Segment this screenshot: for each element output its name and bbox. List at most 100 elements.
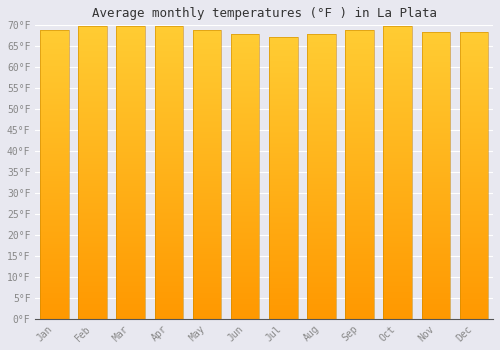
Bar — [269, 248, 298, 250]
Bar — [345, 141, 374, 142]
Bar — [154, 58, 183, 60]
Bar — [154, 26, 183, 318]
Bar — [345, 64, 374, 66]
Bar — [116, 175, 145, 177]
Bar — [192, 128, 222, 130]
Bar — [192, 72, 222, 73]
Bar — [460, 221, 488, 223]
Bar — [460, 293, 488, 294]
Bar — [154, 69, 183, 70]
Bar — [154, 140, 183, 142]
Bar — [192, 159, 222, 160]
Bar — [269, 77, 298, 78]
Bar — [231, 161, 260, 162]
Bar — [192, 255, 222, 257]
Bar — [422, 131, 450, 132]
Bar — [40, 75, 68, 76]
Bar — [307, 265, 336, 266]
Bar — [345, 252, 374, 254]
Bar — [116, 197, 145, 199]
Bar — [460, 146, 488, 148]
Bar — [345, 117, 374, 118]
Bar — [78, 168, 107, 169]
Bar — [40, 69, 68, 70]
Bar — [116, 222, 145, 224]
Bar — [384, 136, 412, 137]
Bar — [307, 93, 336, 94]
Bar — [307, 289, 336, 290]
Bar — [40, 117, 68, 118]
Bar — [307, 103, 336, 104]
Bar — [154, 218, 183, 219]
Bar — [345, 178, 374, 180]
Bar — [116, 145, 145, 146]
Bar — [384, 197, 412, 199]
Bar — [40, 275, 68, 277]
Bar — [422, 96, 450, 98]
Bar — [345, 310, 374, 312]
Bar — [307, 191, 336, 192]
Bar — [116, 101, 145, 102]
Bar — [345, 280, 374, 281]
Bar — [384, 39, 412, 41]
Bar — [154, 137, 183, 139]
Bar — [460, 168, 488, 169]
Bar — [231, 283, 260, 285]
Bar — [40, 62, 68, 63]
Bar — [460, 79, 488, 81]
Bar — [345, 173, 374, 174]
Bar — [345, 246, 374, 248]
Bar — [116, 167, 145, 168]
Bar — [269, 288, 298, 289]
Bar — [78, 101, 107, 102]
Bar — [78, 169, 107, 171]
Bar — [154, 122, 183, 124]
Bar — [269, 171, 298, 173]
Bar — [192, 226, 222, 228]
Bar — [231, 279, 260, 280]
Bar — [116, 281, 145, 282]
Bar — [154, 64, 183, 65]
Bar — [154, 57, 183, 58]
Bar — [269, 198, 298, 199]
Bar — [460, 158, 488, 159]
Bar — [78, 34, 107, 35]
Bar — [269, 303, 298, 304]
Bar — [154, 70, 183, 71]
Bar — [345, 127, 374, 128]
Bar — [307, 40, 336, 42]
Bar — [307, 181, 336, 182]
Bar — [422, 122, 450, 124]
Bar — [460, 267, 488, 268]
Bar — [116, 122, 145, 124]
Bar — [154, 313, 183, 314]
Bar — [116, 89, 145, 91]
Bar — [231, 74, 260, 76]
Bar — [192, 41, 222, 43]
Bar — [40, 49, 68, 50]
Bar — [116, 263, 145, 265]
Bar — [40, 219, 68, 220]
Bar — [78, 263, 107, 265]
Bar — [116, 304, 145, 306]
Bar — [231, 216, 260, 218]
Bar — [269, 226, 298, 227]
Bar — [154, 256, 183, 257]
Bar — [345, 176, 374, 177]
Bar — [192, 312, 222, 313]
Bar — [40, 282, 68, 284]
Bar — [460, 75, 488, 76]
Bar — [116, 294, 145, 295]
Bar — [40, 91, 68, 92]
Bar — [307, 184, 336, 185]
Bar — [231, 168, 260, 169]
Bar — [384, 41, 412, 42]
Bar — [154, 216, 183, 218]
Bar — [231, 245, 260, 246]
Bar — [460, 32, 488, 318]
Bar — [116, 244, 145, 245]
Bar — [269, 310, 298, 312]
Bar — [345, 63, 374, 64]
Bar — [192, 231, 222, 232]
Bar — [384, 145, 412, 146]
